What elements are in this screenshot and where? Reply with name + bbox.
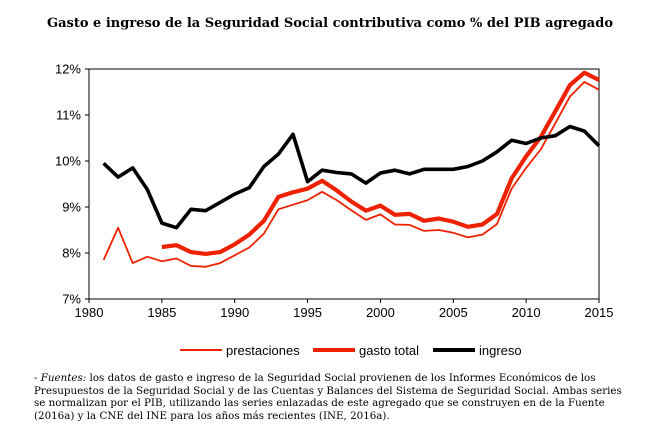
chart-title: Gasto e ingreso de la Seguridad Social c…	[47, 16, 613, 31]
legend-label: gasto total	[359, 342, 419, 358]
y-tick-label: 10%	[55, 154, 81, 169]
legend-item-gasto-total: gasto total	[313, 340, 419, 360]
x-tick-label: 2000	[366, 305, 395, 320]
legend-label: prestaciones	[226, 342, 300, 358]
axes: 7% 8% 9% 10% 11% 12% 1980 1985 1990 1995 2000 2005 2…	[55, 62, 613, 321]
plot-frame	[88, 68, 600, 300]
x-tick-label: 2010	[512, 305, 541, 320]
legend-swatch-gasto-total	[313, 348, 355, 352]
legend-item-ingreso: ingreso	[433, 340, 522, 360]
series-line-prestaciones	[102, 81, 600, 268]
y-tick-label: 11%	[56, 108, 81, 123]
source-note-text: los datos de gasto e ingreso de la Segur…	[34, 372, 622, 422]
series-line-ingreso	[102, 124, 601, 230]
series-layer	[102, 70, 601, 268]
legend-item-prestaciones: prestaciones	[180, 340, 300, 360]
legend: prestaciones gasto total ingreso	[180, 340, 600, 360]
legend-swatch-ingreso	[433, 348, 475, 352]
x-tick-label: 1980	[75, 305, 104, 320]
x-tick-label: 2015	[585, 305, 614, 320]
legend-swatch-prestaciones	[180, 349, 222, 351]
x-tick-label: 1995	[293, 305, 322, 320]
source-note-lead: - Fuentes:	[34, 372, 87, 384]
x-tick-label: 2005	[439, 305, 468, 320]
x-tick-label: 1985	[147, 305, 176, 320]
y-tick-label: 12%	[55, 62, 81, 77]
y-tick-label: 7%	[62, 292, 81, 307]
legend-label: ingreso	[479, 342, 522, 358]
y-tick-label: 9%	[62, 200, 81, 215]
y-tick-label: 8%	[62, 246, 81, 261]
source-note: - Fuentes: los datos de gasto e ingreso …	[34, 372, 634, 422]
x-tick-label: 1990	[220, 305, 249, 320]
series-line-gasto-total	[161, 70, 600, 256]
